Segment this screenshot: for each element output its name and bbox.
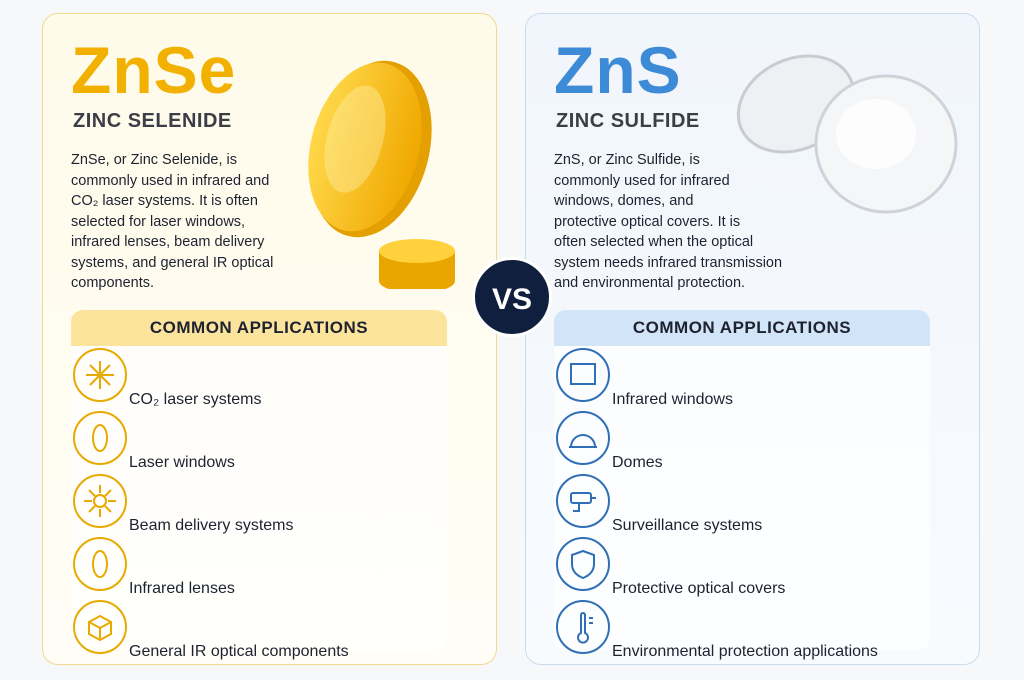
description-line: infrared lenses, beam delivery bbox=[71, 234, 265, 250]
application-label: Infrared windows bbox=[612, 391, 733, 408]
application-item: Environmental protection applications bbox=[554, 598, 930, 661]
application-label: Infrared lenses bbox=[129, 580, 235, 597]
application-label: Beam delivery systems bbox=[129, 517, 294, 534]
icon bbox=[73, 474, 127, 528]
description-line: selected for laser windows, bbox=[71, 213, 246, 230]
application-item: Laser windows bbox=[71, 409, 447, 472]
application-item: Domes bbox=[554, 409, 930, 472]
application-item: General IR optical components bbox=[71, 598, 447, 661]
description-line: ZnS, or Zinc Sulfide, is bbox=[554, 152, 700, 168]
icon bbox=[73, 348, 127, 402]
application-item: Surveillance systems bbox=[554, 472, 930, 535]
description-line: windows, domes, and bbox=[554, 193, 694, 209]
description-line: CO₂ laser systems. It is often bbox=[71, 193, 258, 209]
application-item: Infrared lenses bbox=[71, 535, 447, 598]
icon bbox=[556, 537, 610, 591]
subtitle: ZINC SULFIDE bbox=[556, 110, 700, 132]
vs-badge: VS bbox=[472, 257, 552, 337]
application-item: Protective optical covers bbox=[554, 535, 930, 598]
icon bbox=[73, 411, 127, 465]
application-label: Protective optical covers bbox=[612, 580, 786, 597]
icon bbox=[556, 474, 610, 528]
application-item: Infrared windows bbox=[554, 346, 930, 409]
description-line: systems, and general IR optical bbox=[71, 254, 274, 271]
description-line: commonly used in infrared and bbox=[71, 172, 270, 189]
application-label: Environmental protection applications bbox=[612, 643, 878, 660]
icon bbox=[556, 600, 610, 654]
title: ZnSe bbox=[71, 33, 237, 107]
applications-title: COMMON APPLICATIONS bbox=[554, 310, 930, 346]
lens-illustration bbox=[308, 60, 455, 289]
description: ZnS, or Zinc Sulfide, is commonly used fo… bbox=[554, 150, 782, 294]
description: ZnSe, or Zinc Selenide, is commonly used … bbox=[71, 150, 273, 294]
application-label: CO₂ laser systems bbox=[129, 391, 262, 408]
icon bbox=[556, 348, 610, 402]
application-item: CO₂ laser systems bbox=[71, 346, 447, 409]
icon bbox=[73, 537, 127, 591]
icon bbox=[556, 411, 610, 465]
lens-illustration bbox=[736, 54, 958, 214]
icon bbox=[73, 600, 127, 654]
application-label: Domes bbox=[612, 454, 663, 471]
description-line: often selected when the optical bbox=[554, 234, 754, 250]
description-line: components. bbox=[71, 275, 155, 291]
application-label: Surveillance systems bbox=[612, 517, 763, 534]
application-label: General IR optical components bbox=[129, 643, 349, 660]
description-line: commonly used for infrared bbox=[554, 172, 730, 189]
title: ZnS bbox=[554, 33, 682, 107]
description-line: and environmental protection. bbox=[554, 275, 746, 291]
description-line: ZnSe, or Zinc Selenide, is bbox=[71, 152, 238, 168]
zns-panel: ZnS ZINC SULFIDE ZnS, or Zinc Sulfide, i… bbox=[525, 13, 980, 665]
description-line: system needs infrared transmission bbox=[554, 254, 783, 271]
applications: COMMON APPLICATIONS Infrared windows Dome… bbox=[554, 310, 930, 660]
applications-title: COMMON APPLICATIONS bbox=[71, 310, 447, 346]
description-line: protective optical covers. It is bbox=[554, 213, 741, 230]
applications: COMMON APPLICATIONS CO₂ laser systems Las… bbox=[71, 310, 447, 660]
subtitle: ZINC SELENIDE bbox=[73, 110, 232, 132]
znse-panel: ZnSe ZINC SELENIDE ZnSe, or Zinc Selenid… bbox=[42, 13, 497, 665]
application-item: Beam delivery systems bbox=[71, 472, 447, 535]
application-label: Laser windows bbox=[129, 454, 235, 471]
